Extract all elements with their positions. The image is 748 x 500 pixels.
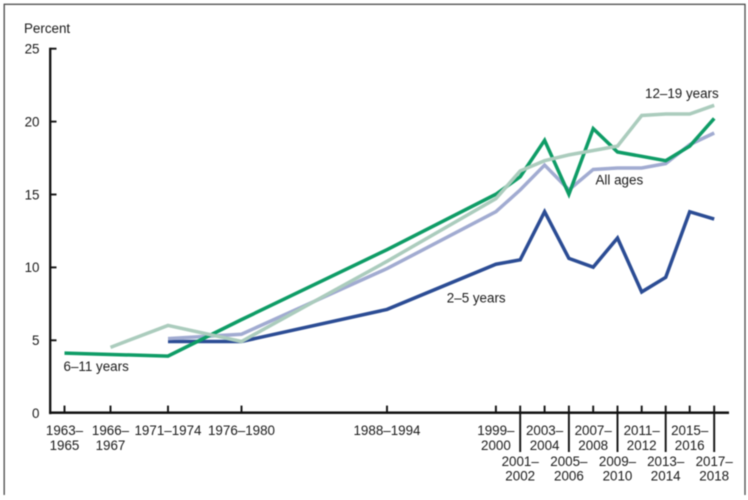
x-tick-label: 2001–	[502, 454, 540, 469]
x-tick-label: 1967	[96, 438, 126, 453]
x-tick-separator	[519, 412, 522, 453]
x-tick-label: 2004	[530, 438, 560, 453]
x-tick	[543, 405, 546, 413]
x-tick-label: 2014	[651, 469, 681, 484]
x-tick-label: 1976–1980	[208, 423, 275, 438]
y-tick-label: 0	[32, 406, 39, 421]
y-tick-label: 15	[25, 187, 40, 202]
axes	[49, 47, 729, 453]
x-tick	[519, 405, 522, 413]
y-tick	[50, 47, 57, 50]
x-tick	[616, 405, 619, 413]
x-tick-label: 1965	[50, 438, 80, 453]
x-tick-label: 2012	[627, 438, 657, 453]
y-tick-label: 5	[32, 333, 39, 348]
x-tick-label: 1963–	[46, 423, 84, 438]
x-tick-label: 2010	[603, 469, 633, 484]
x-tick	[713, 405, 716, 413]
x-tick	[567, 405, 570, 413]
x-tick	[109, 405, 112, 413]
x-tick-label: 2009–	[599, 454, 637, 469]
x-tick-label: 2000	[481, 438, 511, 453]
line-12-19-years	[109, 103, 715, 349]
x-tick-label: 2008	[578, 438, 608, 453]
y-tick-label: 10	[25, 260, 40, 275]
x-tick-separator	[664, 412, 667, 453]
y-tick	[50, 120, 57, 123]
x-tick	[240, 405, 243, 413]
y-tick-label: 20	[25, 114, 40, 129]
y-tick	[50, 339, 57, 342]
x-axis-line	[49, 411, 729, 414]
x-tick	[386, 405, 388, 413]
x-tick-label: 1988–1994	[353, 423, 421, 438]
x-tick	[63, 405, 66, 413]
x-tick-label: 1966–	[92, 423, 130, 438]
x-tick	[592, 405, 595, 413]
x-tick-separator	[616, 412, 619, 453]
x-tick-label: 2002	[505, 469, 535, 484]
figure-frame	[3, 3, 746, 500]
data-lines	[64, 103, 716, 358]
x-tick-label: 2007–	[575, 423, 613, 438]
x-tick-label: 1971–1974	[134, 423, 202, 438]
line-2-5-years	[167, 207, 715, 344]
line-all-ages	[167, 131, 715, 341]
x-tick-label: 2011–	[624, 423, 661, 438]
series-label-6-11-years: 6–11 years	[63, 359, 129, 374]
x-tick	[640, 405, 643, 413]
x-tick-label: 2015–	[671, 423, 709, 438]
x-tick	[688, 405, 691, 413]
x-tick-label: 2006	[554, 469, 584, 484]
series-label-all-ages: All ages	[596, 173, 644, 188]
x-tick-separator	[713, 412, 716, 453]
series-label-12-19-years: 12–19 years	[645, 86, 719, 101]
y-tick	[50, 266, 57, 269]
x-tick-separator	[567, 412, 570, 453]
y-axis-line	[49, 47, 52, 415]
x-tick-label: 1999–	[477, 423, 515, 438]
x-tick-label: 2016	[675, 438, 705, 453]
x-tick-label: 2003–	[526, 423, 564, 438]
x-tick-label: 2013–	[647, 454, 685, 469]
x-tick	[494, 405, 497, 413]
x-tick-label: 2017–	[696, 454, 734, 469]
x-tick	[664, 405, 667, 413]
y-axis-title: Percent	[24, 21, 70, 36]
line-6-11-years	[64, 117, 716, 358]
x-tick	[167, 405, 169, 413]
y-tick	[50, 193, 57, 196]
series-labels: 6–11 years 2–5 years All ages 12–19 years	[63, 86, 719, 374]
axis-labels: 0 5 10 15 20 25 1963–1965 1966–1967 1971–1974 197…	[25, 41, 734, 483]
x-tick-label: 2005–	[550, 454, 588, 469]
x-tick-label: 2018	[699, 469, 729, 484]
series-label-2-5-years: 2–5 years	[447, 291, 506, 306]
y-tick-label: 25	[25, 41, 40, 56]
